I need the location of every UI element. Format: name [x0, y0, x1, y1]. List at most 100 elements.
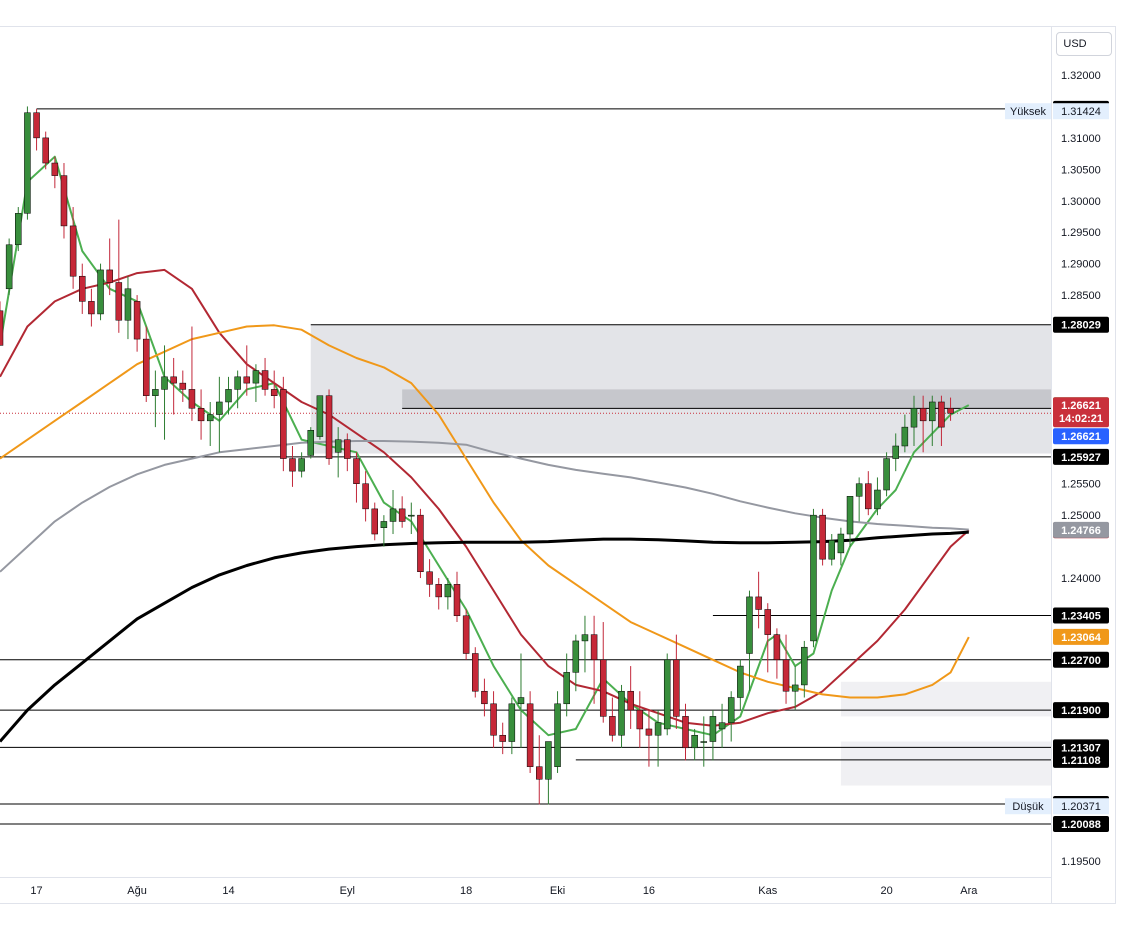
candle-body: [161, 376, 168, 390]
candle-body: [901, 426, 909, 447]
candle-body: [764, 609, 772, 635]
level-badge-1-bg: [1053, 316, 1109, 333]
candle-body: [142, 338, 150, 396]
candle-body: [472, 653, 479, 692]
candle-body: [298, 458, 305, 472]
time-tick-label: 18: [460, 885, 472, 897]
candle-body: [773, 634, 781, 661]
time-tick-label: 20: [880, 885, 892, 897]
high-label-value-bg: [1053, 103, 1109, 120]
price-tick-label: 1.30500: [1061, 164, 1101, 176]
candle-body: [344, 439, 351, 459]
level-badge-3-bg: [1053, 448, 1109, 465]
candle-body: [801, 646, 808, 686]
candle-body: [526, 703, 534, 767]
price-tick-label: 1.24000: [1061, 573, 1101, 585]
candle-body: [755, 596, 762, 610]
candle-body: [499, 734, 506, 742]
candle-body: [426, 571, 433, 585]
price-tick-label: 1.32000: [1061, 70, 1101, 82]
moving-averages-layer: [0, 155, 970, 743]
candle-body: [79, 275, 86, 302]
candle-body: [353, 458, 360, 484]
currency-button[interactable]: USD: [1056, 32, 1112, 56]
candle-body: [133, 301, 141, 340]
low-label-value-bg: [1053, 798, 1109, 815]
candle-body: [636, 709, 644, 730]
candle-body: [444, 584, 452, 598]
candle-body: [152, 389, 159, 396]
candle-body: [389, 508, 397, 522]
price-axis[interactable]: 1.32000 1.31000 1.30500 1.30000 1.29500 1.290…: [1061, 70, 1101, 868]
candle-body: [435, 584, 442, 598]
candle-body: [554, 703, 561, 767]
low-label-tag: Düşük: [1012, 801, 1044, 813]
last-price-value: 1.26621: [1061, 400, 1101, 412]
candle-body: [590, 634, 598, 661]
candle-body: [225, 389, 232, 403]
candle-body: [234, 376, 241, 390]
price-tick-label: 1.29000: [1061, 259, 1101, 271]
ma-badge-3-bg: [1053, 521, 1109, 538]
candle-body: [700, 741, 708, 743]
zone-3: [840, 741, 1051, 786]
level-badge-4: 1.23405: [1061, 610, 1101, 622]
candle-body: [453, 584, 461, 617]
candle-body: [88, 301, 95, 315]
candle-body: [481, 690, 488, 705]
level-badge-8: 1.21108: [1061, 755, 1100, 767]
candles-layer: [0, 106, 954, 805]
level-badge-6-bg: [1053, 702, 1109, 719]
candle-body: [810, 514, 817, 642]
candle-body: [618, 690, 625, 736]
time-tick-label: 16: [643, 885, 655, 897]
candle-body: [865, 483, 872, 510]
candle-body: [599, 659, 607, 717]
level-badge-1: 1.28029: [1061, 320, 1101, 332]
ma-badge-2-bg: [1053, 628, 1109, 645]
candle-body: [24, 112, 31, 214]
price-tick-label: 1.29500: [1061, 227, 1101, 239]
candle-body: [746, 596, 753, 654]
candle-body: [536, 766, 543, 780]
ma-badge-3: 1.24766: [1061, 525, 1101, 537]
candle-body: [947, 408, 954, 414]
candle-body: [938, 401, 945, 428]
candle-body: [563, 672, 570, 705]
zone-2: [840, 681, 1051, 717]
chart-frame: [0, 26, 1116, 904]
candle-body: [97, 269, 104, 315]
candle-body: [819, 514, 826, 560]
candle-body: [115, 282, 123, 321]
time-tick-label: Eki: [550, 885, 565, 897]
candle-body: [828, 540, 835, 560]
candle-body: [206, 414, 214, 422]
high-label-value: 1.31424: [1061, 106, 1101, 118]
price-tick-label: 1.25000: [1061, 510, 1101, 522]
price-badges: 1.314611.280291.266981.259271.234051.227…: [1005, 100, 1109, 833]
candle-body: [197, 408, 205, 422]
candle-body: [216, 401, 223, 415]
candle-body: [398, 508, 406, 522]
candle-body: [572, 640, 580, 673]
candle-body: [280, 389, 287, 459]
level-badge-5: 1.22700: [1061, 655, 1101, 667]
candle-body: [663, 659, 671, 730]
ma-badge-2: 1.23064: [1061, 632, 1102, 644]
level-badge-8-bg: [1053, 751, 1109, 768]
zone-1: [402, 389, 1051, 409]
price-tick-label: 1.25500: [1061, 479, 1101, 491]
candle-body: [791, 684, 799, 692]
candle-body: [243, 376, 251, 384]
level-badge-5-bg: [1053, 651, 1109, 668]
candle-body: [179, 382, 187, 390]
candle-body: [316, 395, 324, 437]
level-badge-7: 1.21307: [1061, 742, 1101, 754]
candle-body: [691, 734, 698, 749]
candle-body: [874, 489, 881, 510]
candle-body: [307, 430, 315, 456]
time-axis[interactable]: 17 Ağu 14 Eyl 18 Eki 16 Kas 20 Ara: [30, 885, 978, 897]
candle-body: [682, 716, 689, 749]
candle-body: [334, 439, 342, 453]
